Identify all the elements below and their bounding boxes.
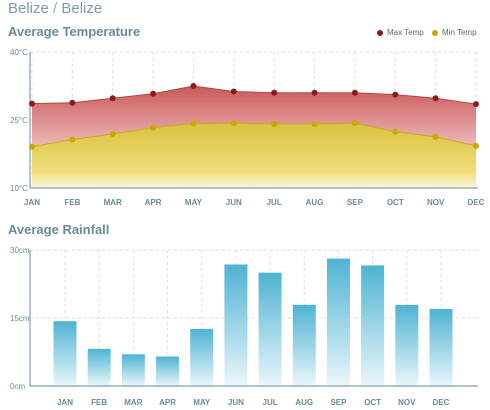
rain-x-tick-label: NOV [398,398,416,407]
temp-y-tick-label: 40°C [10,48,28,57]
min-temp-point [311,121,318,128]
max-temp-point [392,91,399,98]
header-separator: / [53,0,58,17]
rainfall-bar [156,356,180,386]
rainfall-bar [292,304,316,386]
max-temp-point [311,89,318,96]
temperature-chart-title: Average Temperature [8,24,141,39]
max-temp-point [69,99,76,106]
rainfall-chart: 0cm 15cm 30cm JAN FEB MAR APR MAY JUN JUL AUG SEP OC… [10,246,478,407]
min-temp-point [351,120,358,127]
rain-x-tick-label: MAR [124,398,142,407]
rain-x-tick-label: MAY [193,398,211,407]
city-name: Belize [61,0,103,17]
min-temp-legend-dot [432,29,438,36]
max-temp-point [150,90,157,97]
temp-x-tick-label: APR [145,198,162,207]
min-temp-point [69,136,76,143]
max-temp-point [230,88,237,95]
rainfall-bar [190,328,214,386]
legend-max-temp: Max Temp [377,28,424,37]
min-temp-point [29,143,35,150]
min-temp-area [32,123,476,188]
max-temp-point [271,89,278,96]
min-temp-point [432,133,439,140]
rain-x-tick-label: JUL [263,398,278,407]
temperature-chart: 10°C 25°C 40°C JAN FEB MAR APR MAY JUN JUL AUG SEP O… [10,48,485,207]
temp-x-tick-label: MAR [104,198,122,207]
min-temp-line [31,122,477,148]
rain-x-tick-label: SEP [330,398,347,407]
temp-x-tick-label: DEC [468,198,485,207]
legend-max-temp-label: Max Temp [387,28,424,37]
temp-y-tick-label: 10°C [10,184,28,193]
temp-x-tick-label: AUG [306,198,324,207]
temp-y-tick-label: 25°C [10,116,28,125]
rain-y-tick-label: 30cm [10,246,30,255]
min-temp-point [109,131,116,138]
country-name: Belize [8,0,49,17]
rain-x-tick-label: JUN [228,398,244,407]
max-temp-line [31,85,477,105]
min-temp-point [473,142,479,149]
temp-x-tick-label: MAY [185,198,203,207]
temp-x-tick-label: JAN [24,198,40,207]
rain-x-tick-label: OCT [364,398,381,407]
rainfall-bar [258,272,282,386]
rainfall-bar [429,308,453,386]
min-temp-point [150,124,157,131]
rainfall-bar [224,264,248,386]
max-temp-point [29,100,35,107]
rainfall-chart-title: Average Rainfall [8,222,110,237]
rainfall-bar [53,321,77,386]
legend-min-temp: Min Temp [432,28,477,37]
temp-x-tick-label: OCT [387,198,404,207]
rain-x-tick-label: AUG [295,398,313,407]
temp-x-tick-label: JUN [226,198,242,207]
rain-x-tick-label: APR [159,398,176,407]
max-temp-point [351,89,358,96]
legend-min-temp-label: Min Temp [442,28,477,37]
rain-x-tick-label: FEB [91,398,107,407]
max-temp-legend-dot [377,29,383,36]
rainfall-bar [395,304,419,386]
rain-x-tick-label: JAN [57,398,73,407]
rain-x-tick-label: DEC [433,398,450,407]
rain-y-tick-label: 0cm [10,382,25,391]
min-temp-point [230,120,237,127]
min-temp-point [190,120,197,127]
max-temp-point [190,83,197,89]
max-temp-point [432,95,439,102]
rainfall-bar [121,354,145,386]
max-temp-area [32,86,476,147]
temp-x-tick-label: NOV [427,198,445,207]
page-header: Belize / Belize [8,0,102,17]
temp-x-tick-label: FEB [64,198,80,207]
temp-x-tick-label: SEP [347,198,364,207]
max-temp-point [109,95,116,102]
max-temp-point [473,101,479,108]
rainfall-bar [87,348,111,386]
min-temp-point [392,128,399,135]
min-temp-point [271,121,278,128]
rainfall-bar [361,265,385,386]
rain-y-tick-label: 15cm [10,314,30,323]
rainfall-bar [326,258,350,386]
temp-x-tick-label: JUL [267,198,282,207]
